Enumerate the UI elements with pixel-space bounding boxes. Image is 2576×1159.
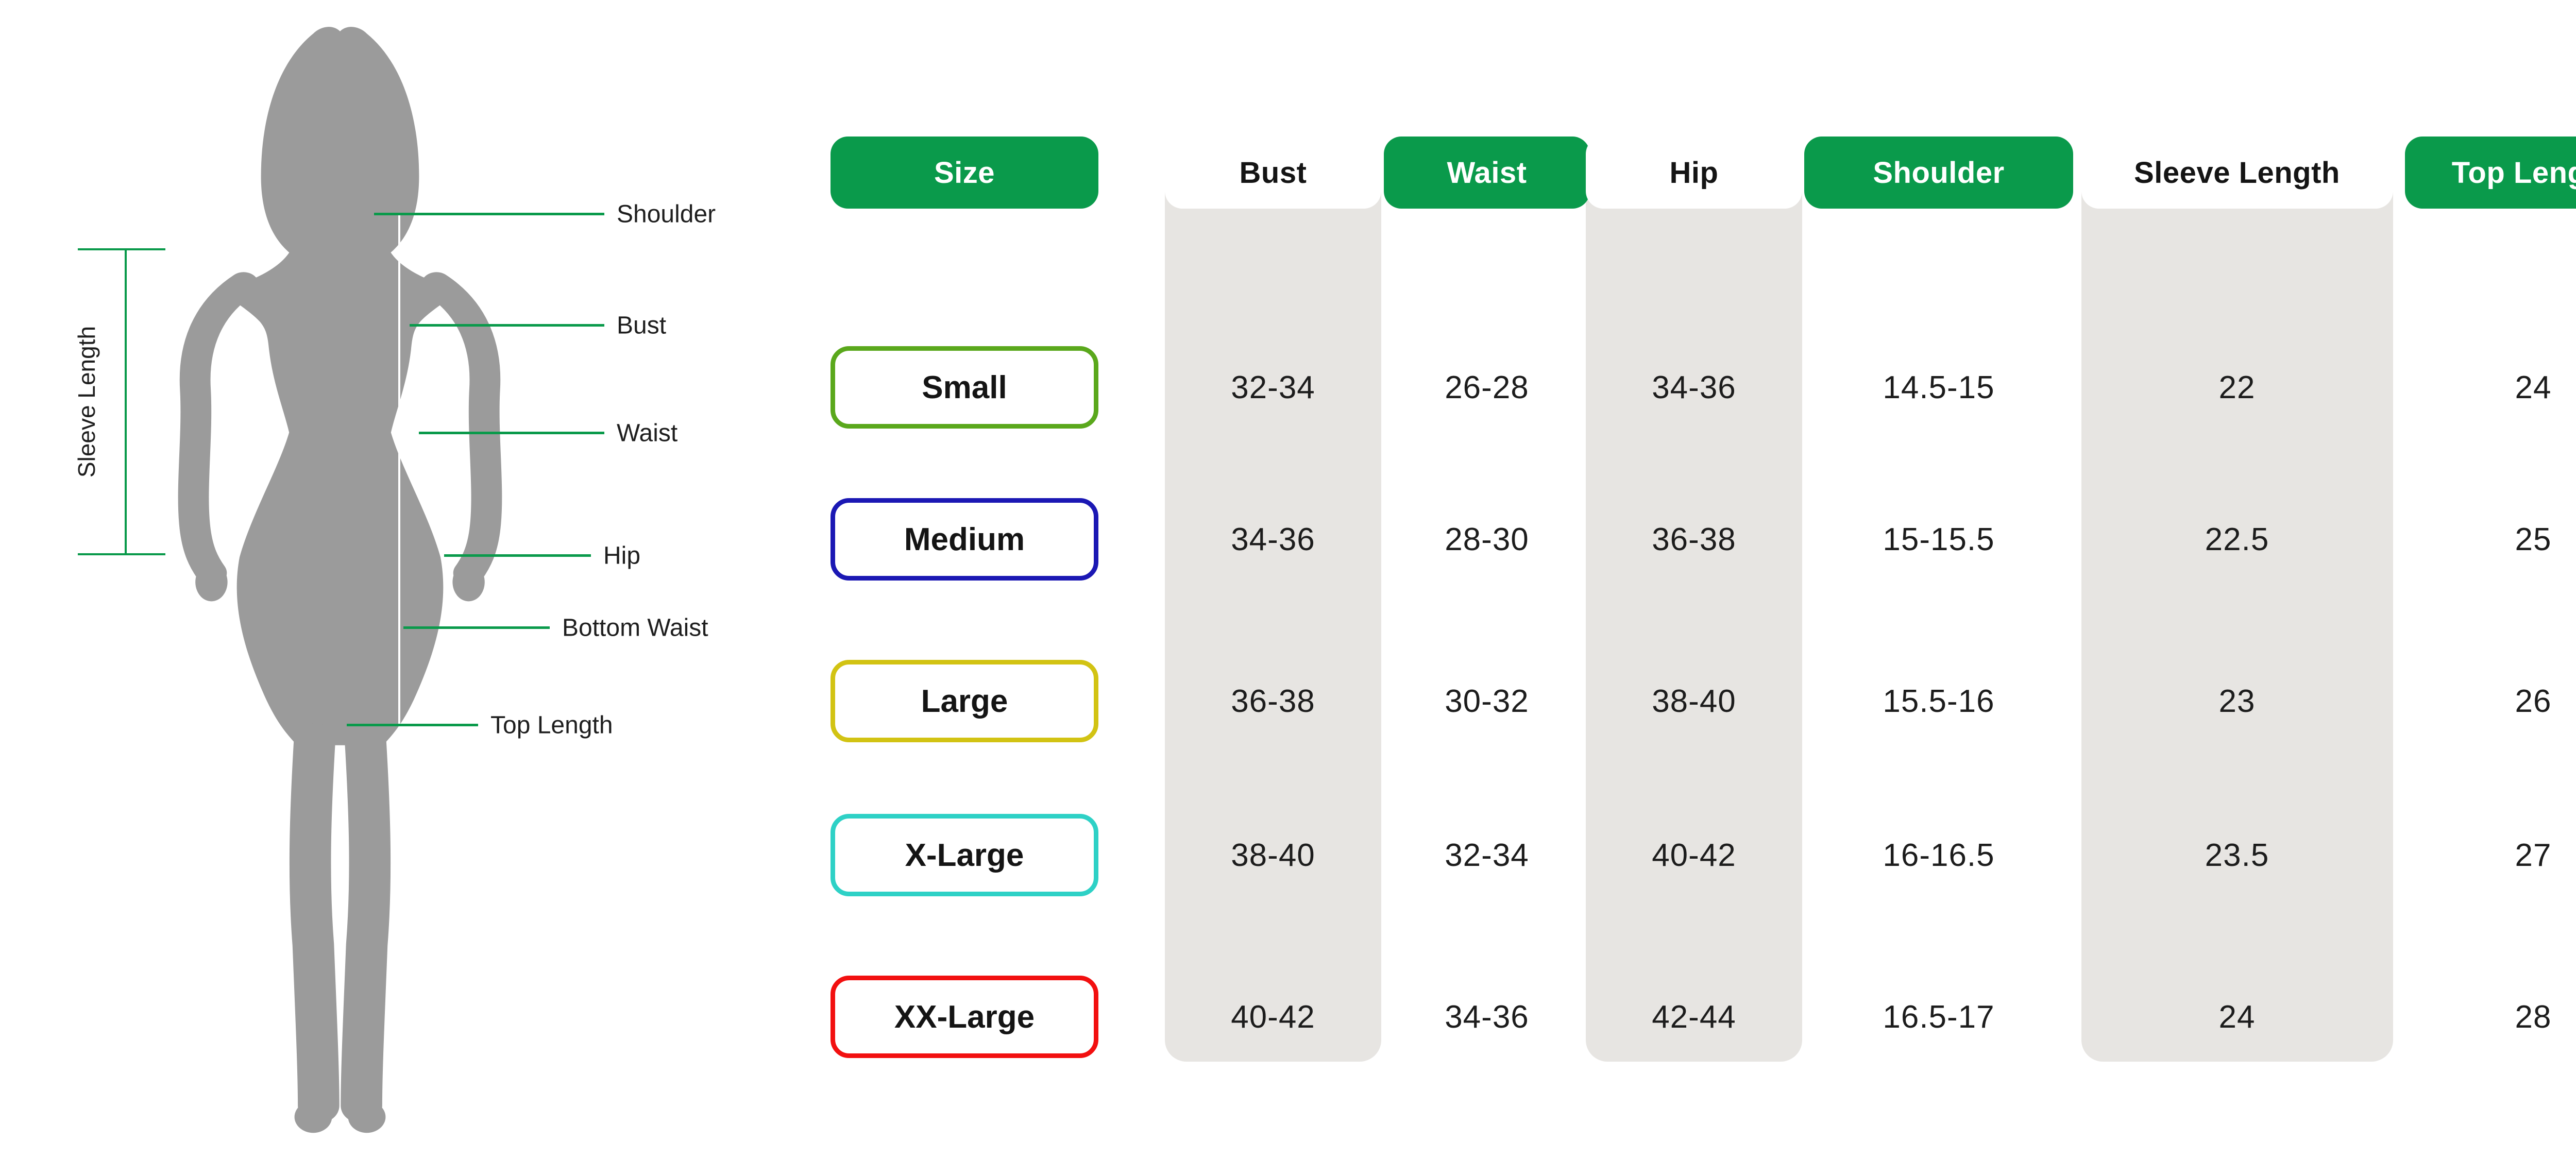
size-button-small: Small [831,346,1098,429]
cell-small-waist: 26-28 [1445,369,1529,405]
size-button-large: Large [831,660,1098,742]
cell-x-large-sleeve-length: 23.5 [2205,837,2269,873]
measure-label-shoulder: Shoulder [617,200,716,228]
cell-large-bust: 36-38 [1231,683,1315,719]
female-silhouette [178,27,502,1133]
measure-label-top-length: Top Length [490,711,613,739]
measure-label-hip: Hip [603,542,641,570]
cell-x-large-bust: 38-40 [1231,837,1315,873]
column-header-top-length: Top Length [2404,137,2576,209]
measure-line-top-length [347,724,478,726]
cell-small-hip: 34-36 [1652,369,1736,405]
column-header-shoulder: Shoulder [1804,137,2073,209]
cell-large-shoulder: 15.5-16 [1883,683,1995,719]
column-header-bust: Bust [1165,137,1381,209]
measure-line-bottom-waist [403,626,550,629]
cell-x-large-hip: 40-42 [1652,837,1736,873]
measure-label-waist: Waist [617,419,678,447]
cell-xx-large-waist: 34-36 [1445,999,1529,1035]
column-header-hip: Hip [1586,137,1802,209]
cell-medium-top-length: 25 [2515,521,2552,557]
sleeve-length-bracket-line [125,249,127,554]
column-stripe-bust [1165,178,1381,1062]
measure-label-bottom-waist: Bottom Waist [562,614,708,642]
size-button-x-large: X-Large [831,814,1098,896]
cell-large-waist: 30-32 [1445,683,1529,719]
column-stripe-hip [1586,178,1802,1062]
measure-line-hip [444,554,591,557]
size-button-medium: Medium [831,498,1098,581]
cell-small-shoulder: 14.5-15 [1883,369,1995,405]
body-measurement-diagram: Sleeve Length Shoulder Bust Waist Hip Bottom… [0,0,824,1159]
cell-x-large-waist: 32-34 [1445,837,1529,873]
sleeve-length-bracket-top-cap [78,248,165,250]
cell-large-sleeve-length: 23 [2218,683,2256,719]
cell-medium-sleeve-length: 22.5 [2205,521,2269,557]
cell-large-top-length: 26 [2515,683,2552,719]
column-header-waist: Waist [1384,137,1590,209]
cell-xx-large-bust: 40-42 [1231,999,1315,1035]
measure-line-shoulder [374,213,604,215]
cell-small-sleeve-length: 22 [2218,369,2256,405]
cell-medium-waist: 28-30 [1445,521,1529,557]
sleeve-length-bracket-bottom-cap [78,553,165,555]
column-header-sleeve-length: Sleeve Length [2081,137,2393,209]
measure-line-bust [410,324,604,327]
column-stripe-sleeve-length [2081,178,2393,1062]
cell-large-hip: 38-40 [1652,683,1736,719]
cell-x-large-shoulder: 16-16.5 [1883,837,1995,873]
cell-xx-large-sleeve-length: 24 [2218,999,2256,1035]
cell-small-bust: 32-34 [1231,369,1315,405]
measure-line-waist [419,432,604,434]
cell-medium-shoulder: 15-15.5 [1883,521,1995,557]
cell-xx-large-hip: 42-44 [1652,999,1736,1035]
cell-small-top-length: 24 [2515,369,2552,405]
cell-xx-large-shoulder: 16.5-17 [1883,999,1995,1035]
measure-label-bust: Bust [617,312,667,339]
size-button-xx-large: XX-Large [831,976,1098,1058]
cell-xx-large-top-length: 28 [2515,999,2552,1035]
column-header-size: Size [831,137,1098,209]
cell-medium-hip: 36-38 [1652,521,1736,557]
size-table: Size Bust Waist Hip Shoulder Sleeve Length Top… [773,0,2576,1159]
body-center-measure-line [398,215,400,725]
cell-medium-bust: 34-36 [1231,521,1315,557]
cell-x-large-top-length: 27 [2515,837,2552,873]
sleeve-length-label: Sleeve Length [73,326,100,478]
